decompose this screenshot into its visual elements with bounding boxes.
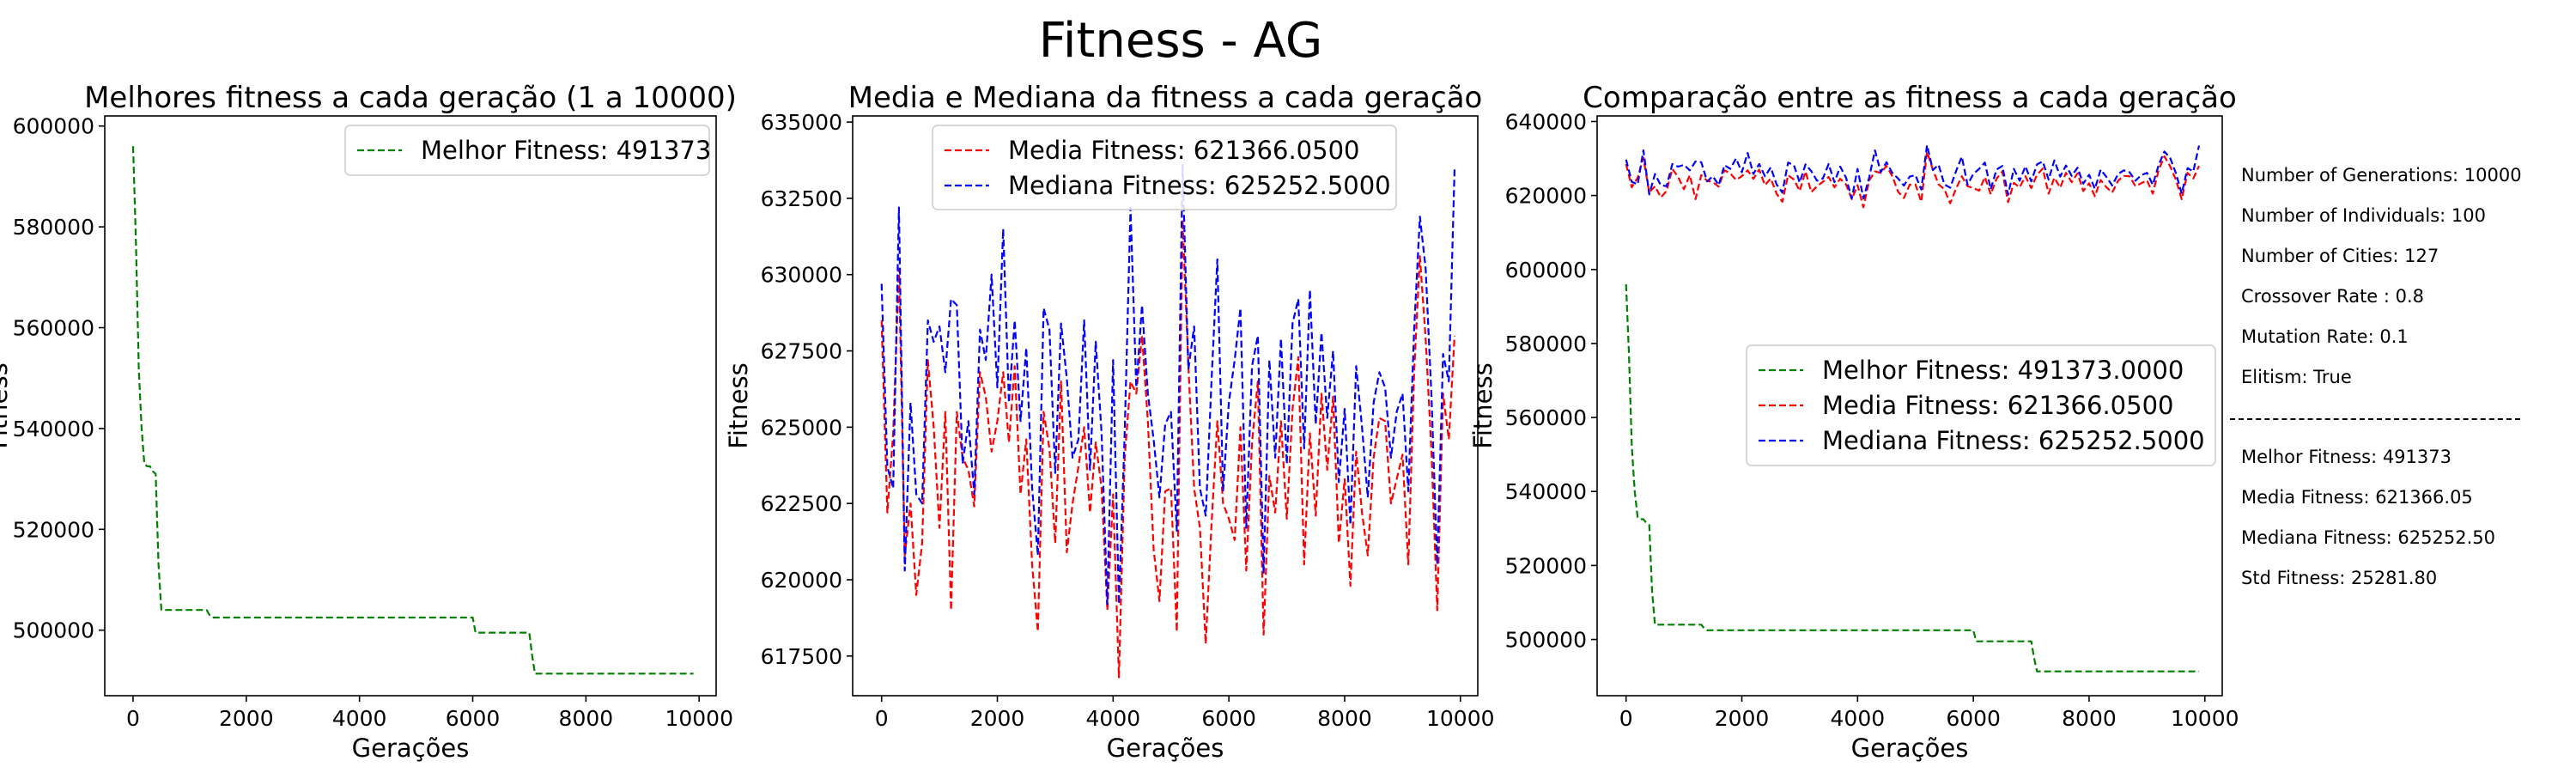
figure-title: Fitness - AG <box>1039 13 1322 69</box>
plot-frame <box>852 115 1479 697</box>
x-tick-label: 10000 <box>2171 706 2239 731</box>
chart-title: Melhores fitness a cada geração (1 a 100… <box>84 81 737 115</box>
x-tick-label: 0 <box>1619 706 1633 731</box>
y-tick-label: 540000 <box>1505 479 1587 504</box>
legend-label: Media Fitness: 621366.0500 <box>1008 136 1359 165</box>
chart-3: Comparação entre as fitness a cada geraç… <box>1468 81 2239 763</box>
y-tick-label: 520000 <box>1505 553 1587 578</box>
x-tick-label: 0 <box>875 706 889 731</box>
y-tick-label: 630000 <box>761 263 842 288</box>
legend: Media Fitness: 621366.0500 Mediana Fitnes… <box>932 125 1397 210</box>
legend-label: Melhor Fitness: 491373 <box>421 136 711 165</box>
chart-1: Melhores fitness a cada geração (1 a 100… <box>0 81 737 763</box>
y-tick-label: 580000 <box>13 215 94 240</box>
x-tick-label: 2000 <box>1715 706 1770 731</box>
y-tick-label: 622500 <box>761 491 842 516</box>
y-tick-label: 620000 <box>1505 184 1587 209</box>
series-line-1 <box>1625 283 2199 673</box>
y-tick-label: 580000 <box>1505 332 1587 356</box>
y-tick-label: 520000 <box>13 517 94 542</box>
x-tick-label: 10000 <box>665 706 733 731</box>
x-tick-label: 6000 <box>1201 706 1256 731</box>
y-tick-label: 632500 <box>761 186 842 211</box>
legend-label: Melhor Fitness: 491373.0000 <box>1822 356 2184 385</box>
series-line-2 <box>1625 150 2200 209</box>
legend: Melhor Fitness: 491373 <box>344 125 711 176</box>
y-tick-label: 620000 <box>761 568 842 593</box>
y-tick-label: 627500 <box>761 339 842 364</box>
legend-box <box>344 125 710 176</box>
chart-title: Media e Mediana da fitness a cada geraçã… <box>848 81 1483 115</box>
x-tick-label: 8000 <box>2062 706 2117 731</box>
y-tick-label: 560000 <box>1505 405 1587 430</box>
x-tick-label: 8000 <box>559 706 614 731</box>
x-axis-label: Gerações <box>352 733 470 763</box>
chart-2: Media e Mediana da fitness a cada geraçã… <box>724 81 1495 763</box>
y-tick-label: 635000 <box>761 110 842 135</box>
x-tick-label: 4000 <box>1831 706 1886 731</box>
y-tick-label: 540000 <box>13 417 94 441</box>
series-line-3 <box>1625 143 2201 200</box>
series-line-1 <box>880 218 1456 679</box>
legend-box <box>1746 344 2216 466</box>
x-tick-label: 2000 <box>970 706 1025 731</box>
info-best-fitness: Melhor Fitness: 491373 <box>2241 447 2451 467</box>
series-line-2 <box>880 163 1456 606</box>
y-tick-label: 600000 <box>13 114 94 139</box>
x-tick-label: 0 <box>126 706 140 731</box>
info-mean-fitness: Media Fitness: 621366.05 <box>2241 487 2473 508</box>
x-tick-label: 8000 <box>1317 706 1372 731</box>
y-tick-label: 625000 <box>761 415 842 440</box>
info-individuals: Number of Individuals: 100 <box>2241 205 2486 226</box>
legend-label: Media Fitness: 621366.0500 <box>1822 391 2173 420</box>
y-axis-label: Fitness <box>724 362 753 448</box>
info-median-fitness: Mediana Fitness: 625252.50 <box>2241 527 2495 548</box>
x-tick-label: 4000 <box>332 706 387 731</box>
chart-title: Comparação entre as fitness a cada geraç… <box>1583 81 2237 115</box>
x-axis-label: Gerações <box>1851 733 1969 763</box>
info-cities: Number of Cities: 127 <box>2241 246 2439 266</box>
y-tick-label: 600000 <box>1505 258 1587 283</box>
y-axis-label: Fitness <box>1468 362 1498 448</box>
legend-label: Mediana Fitness: 625252.5000 <box>1822 426 2205 455</box>
x-tick-label: 10000 <box>1426 706 1495 731</box>
info-generations: Number of Generations: 10000 <box>2241 165 2522 186</box>
plot-frame <box>1596 115 2223 697</box>
x-tick-label: 6000 <box>446 706 501 731</box>
legend-box <box>932 125 1397 210</box>
x-tick-label: 4000 <box>1086 706 1141 731</box>
y-axis-label: Fitness <box>0 362 13 448</box>
info-std-fitness: Std Fitness: 25281.80 <box>2241 568 2438 588</box>
y-tick-label: 640000 <box>1505 109 1587 134</box>
x-tick-label: 2000 <box>219 706 274 731</box>
info-crossover-rate: Crossover Rate : 0.8 <box>2241 286 2425 307</box>
y-tick-label: 500000 <box>13 618 94 643</box>
x-axis-label: Gerações <box>1107 733 1224 763</box>
series-line-1 <box>131 146 694 675</box>
y-tick-label: 617500 <box>761 644 842 669</box>
x-tick-label: 6000 <box>1946 706 2001 731</box>
y-tick-label: 560000 <box>13 316 94 341</box>
info-separator <box>2230 418 2520 420</box>
info-elitism: Elitism: True <box>2241 367 2352 387</box>
info-mutation-rate: Mutation Rate: 0.1 <box>2241 326 2409 347</box>
y-tick-label: 500000 <box>1505 628 1587 653</box>
legend-label: Mediana Fitness: 625252.5000 <box>1008 171 1391 200</box>
legend: Melhor Fitness: 491373.0000 Media Fitness… <box>1746 344 2216 466</box>
plot-frame <box>104 115 717 697</box>
